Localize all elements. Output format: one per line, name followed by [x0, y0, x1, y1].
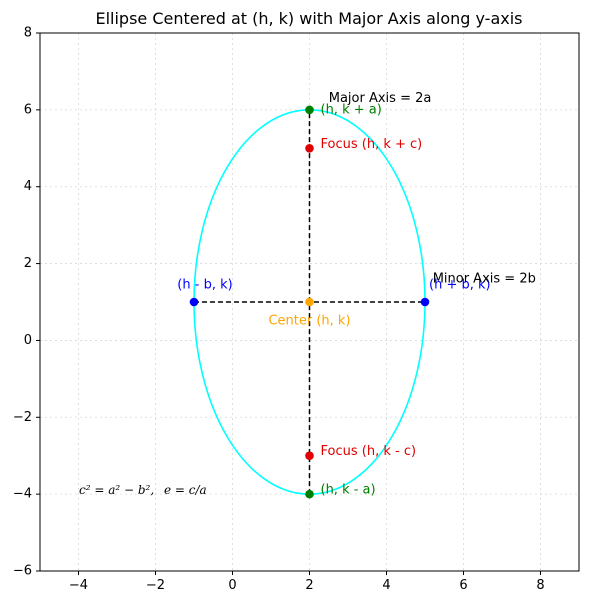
minor-axis-annotation: Minor Axis = 2b [433, 271, 536, 286]
focus-bottom-marker [305, 451, 314, 461]
x-tick-label: 4 [382, 578, 390, 593]
formula-part-1: c² = a² − b², [79, 483, 154, 497]
y-tick-label: 2 [24, 256, 32, 271]
y-tick-label: 0 [24, 333, 32, 348]
y-tick-label: −4 [13, 487, 32, 502]
formula-part-2: e = c/a [164, 483, 207, 497]
y-tick-label: −6 [13, 564, 32, 579]
chart-title: Ellipse Centered at (h, k) with Major Ax… [95, 9, 522, 28]
x-tick-label: 0 [228, 578, 236, 593]
focus-top-marker [305, 143, 314, 153]
co-vertex-right-label: (h + b, k) [429, 278, 491, 293]
vertex-bottom-label: (h, k - a) [321, 483, 376, 498]
x-tick-label: 2 [305, 578, 313, 593]
tick-layer: −4 −2 0 2 4 6 8 −6 −4 −2 0 2 4 6 8 [13, 26, 545, 594]
focus-bottom-label: Focus (h, k - c) [321, 444, 417, 459]
x-tick-label: −4 [69, 578, 88, 593]
vertex-bottom-marker [305, 489, 314, 499]
x-tick-label: −2 [146, 578, 165, 593]
y-tick-label: −2 [13, 410, 32, 425]
co-vertex-left-label: (h - b, k) [177, 278, 232, 293]
co-vertex-right-marker [420, 297, 430, 307]
center-point-label: Center (h, k) [268, 314, 350, 329]
vertex-top-label: (h, k + a) [321, 102, 382, 117]
center-point-marker [305, 297, 314, 307]
x-tick-label: 8 [536, 578, 544, 593]
vertex-top-marker [305, 105, 314, 115]
y-tick-label: 8 [24, 26, 32, 41]
focus-top-label: Focus (h, k + c) [321, 137, 423, 152]
x-tick-label: 6 [459, 578, 467, 593]
major-axis-annotation: Major Axis = 2a [329, 91, 432, 106]
y-tick-label: 6 [24, 102, 32, 117]
y-tick-label: 4 [24, 179, 32, 194]
co-vertex-left-marker [189, 297, 199, 307]
plot-layer: (h, k + a) (h, k - a) Focus (h, k + c) Focu… [177, 91, 536, 499]
eccentricity-formula: c² = a² − b², e = c/a [79, 483, 207, 497]
